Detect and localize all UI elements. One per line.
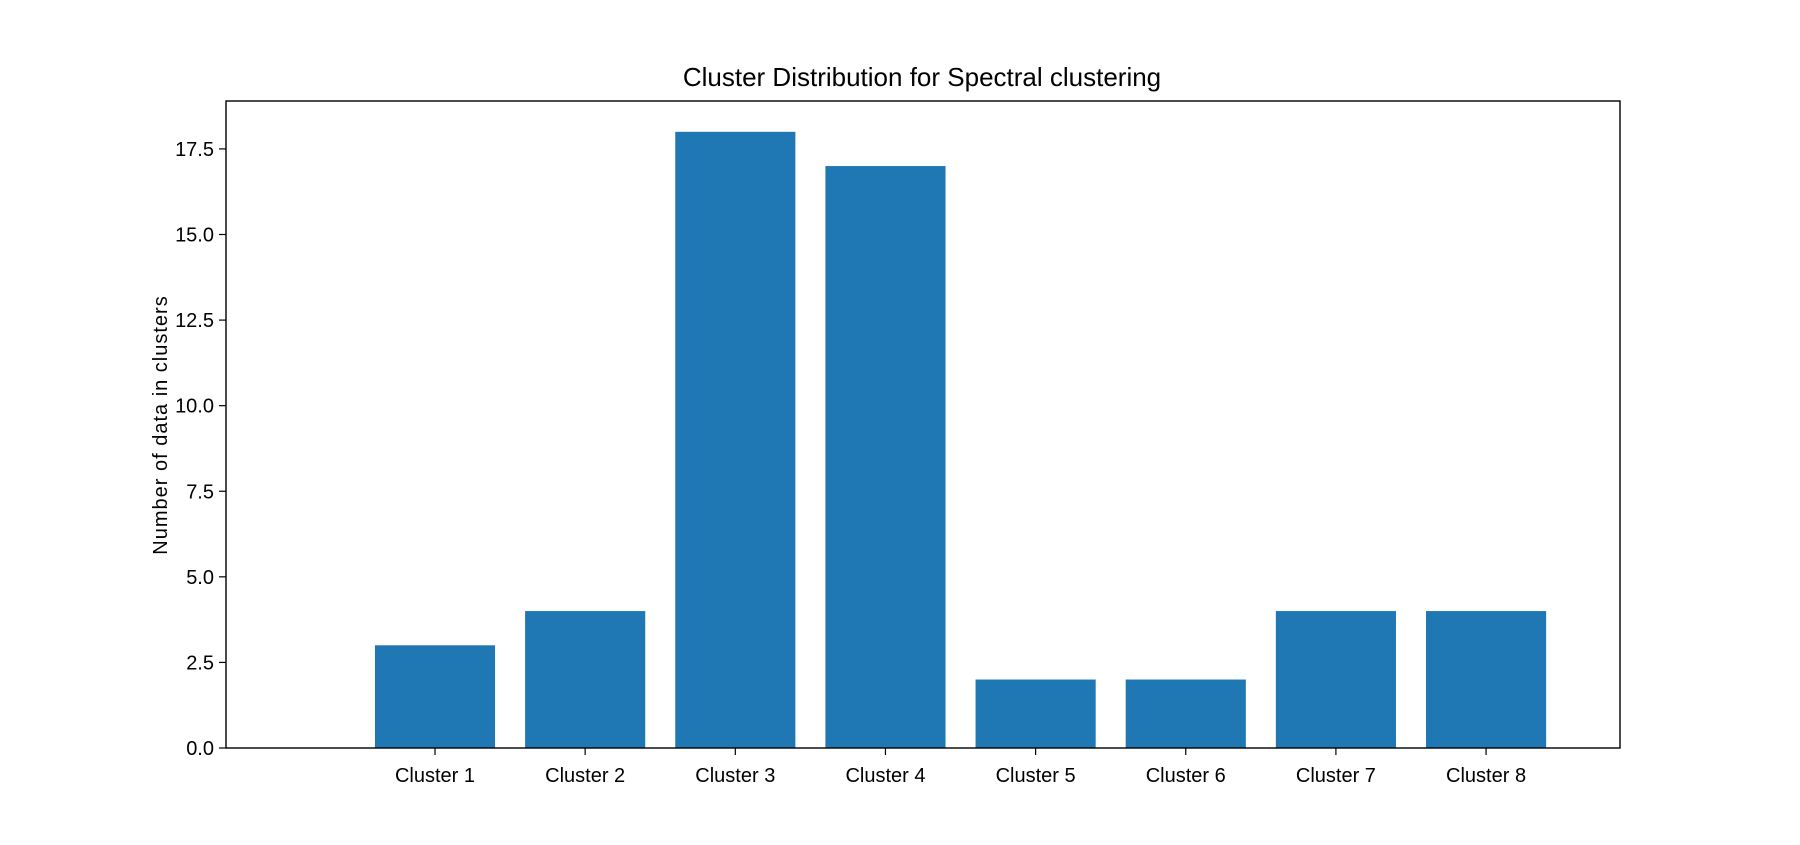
x-tick-label: Cluster 7 [1296, 765, 1376, 787]
axes-layer: 0.0 2.5 5.0 7.5 10.0 12.5 15.0 17.5 Cluster 1 Clu… [175, 100, 1621, 787]
y-tick-label: 0.0 [186, 738, 214, 760]
chart-title: Cluster Distribution for Spectral cluste… [683, 62, 1161, 92]
x-tick-label: Cluster 4 [845, 765, 925, 787]
y-tick-label: 12.5 [175, 310, 214, 332]
y-tick-label: 7.5 [186, 481, 214, 503]
bar-cluster-4 [825, 166, 946, 748]
plot-frame [225, 100, 1621, 749]
bars-layer [374, 131, 1547, 749]
y-axis-label: Number of data in clusters [150, 295, 172, 554]
x-tick-label: Cluster 2 [545, 765, 625, 787]
x-tick-label: Cluster 5 [996, 765, 1076, 787]
x-tick-label: Cluster 3 [695, 765, 775, 787]
bar-cluster-8 [1426, 611, 1547, 748]
y-tick-label: 17.5 [175, 139, 214, 161]
y-tick-label: 10.0 [175, 396, 214, 418]
x-tick-label: Cluster 8 [1446, 765, 1526, 787]
y-tick-label: 15.0 [175, 225, 214, 247]
x-tick-label: Cluster 1 [395, 765, 475, 787]
bar-cluster-7 [1275, 611, 1396, 748]
bar-cluster-6 [1125, 679, 1246, 748]
x-tick-label: Cluster 6 [1146, 765, 1226, 787]
y-tick-label: 5.0 [186, 567, 214, 589]
bar-cluster-2 [525, 611, 646, 748]
bar-cluster-1 [374, 645, 496, 748]
bar-cluster-5 [975, 679, 1096, 748]
bar-cluster-3 [675, 131, 796, 749]
y-tick-label: 2.5 [186, 652, 214, 674]
